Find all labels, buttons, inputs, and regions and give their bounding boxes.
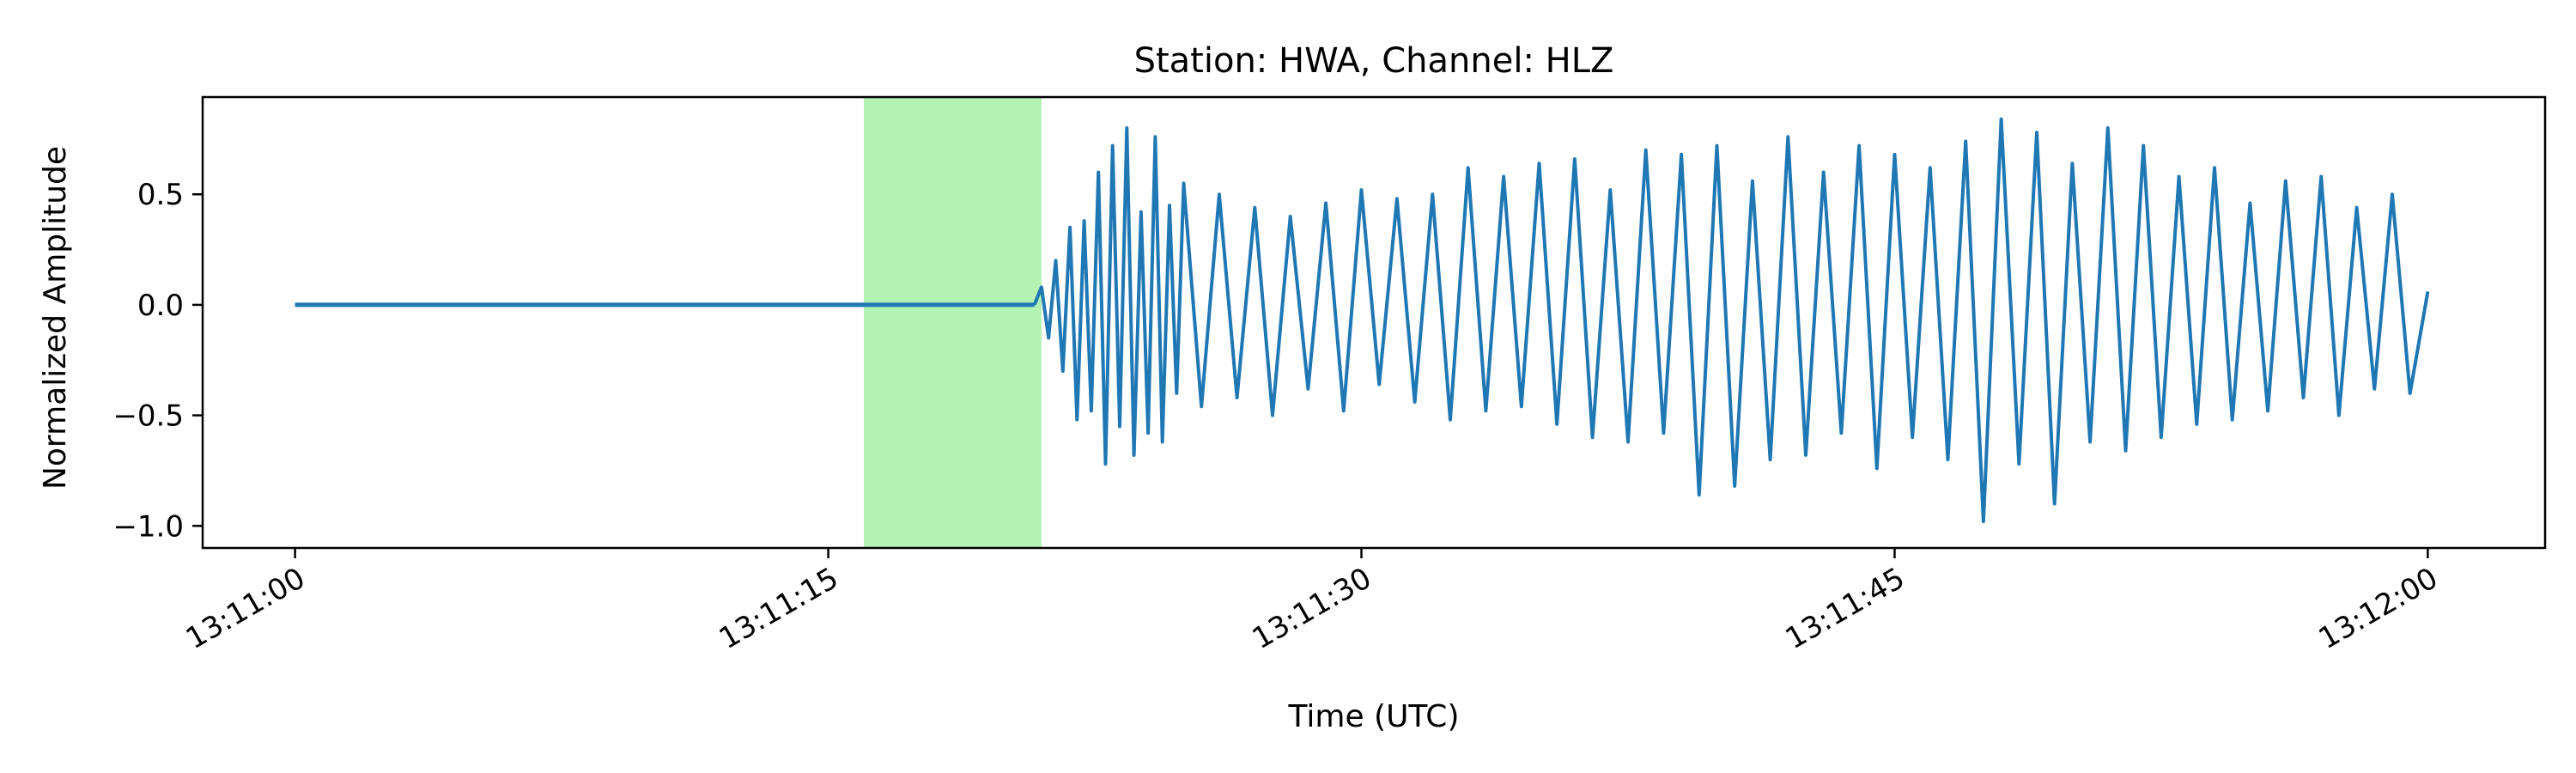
x-tick-label: 13:11:30 bbox=[1247, 561, 1377, 656]
highlight-window bbox=[863, 97, 1042, 548]
chart-title: Station: HWA, Channel: HLZ bbox=[1134, 41, 1614, 81]
y-axis: 0.5 0.0 −0.5 −1.0 bbox=[112, 178, 203, 544]
x-axis: 13:11:00 13:11:15 13:11:30 13:11:45 13:12:00 bbox=[180, 548, 2444, 656]
y-tick-label: 0.0 bbox=[137, 289, 184, 323]
x-tick-label: 13:11:45 bbox=[1780, 561, 1911, 656]
x-tick-label: 13:11:15 bbox=[714, 561, 844, 656]
waveform-line bbox=[1032, 117, 2430, 524]
y-tick-label: 0.5 bbox=[137, 178, 184, 212]
plot-frame bbox=[201, 95, 2547, 550]
y-tick-label: −0.5 bbox=[112, 399, 184, 434]
y-axis-label: Normalized Amplitude bbox=[38, 146, 73, 490]
y-tick-label: −1.0 bbox=[112, 509, 184, 544]
x-tick-label: 13:11:00 bbox=[180, 561, 311, 656]
x-axis-label: Time (UTC) bbox=[1287, 699, 1459, 734]
x-tick-label: 13:12:00 bbox=[2313, 561, 2444, 656]
